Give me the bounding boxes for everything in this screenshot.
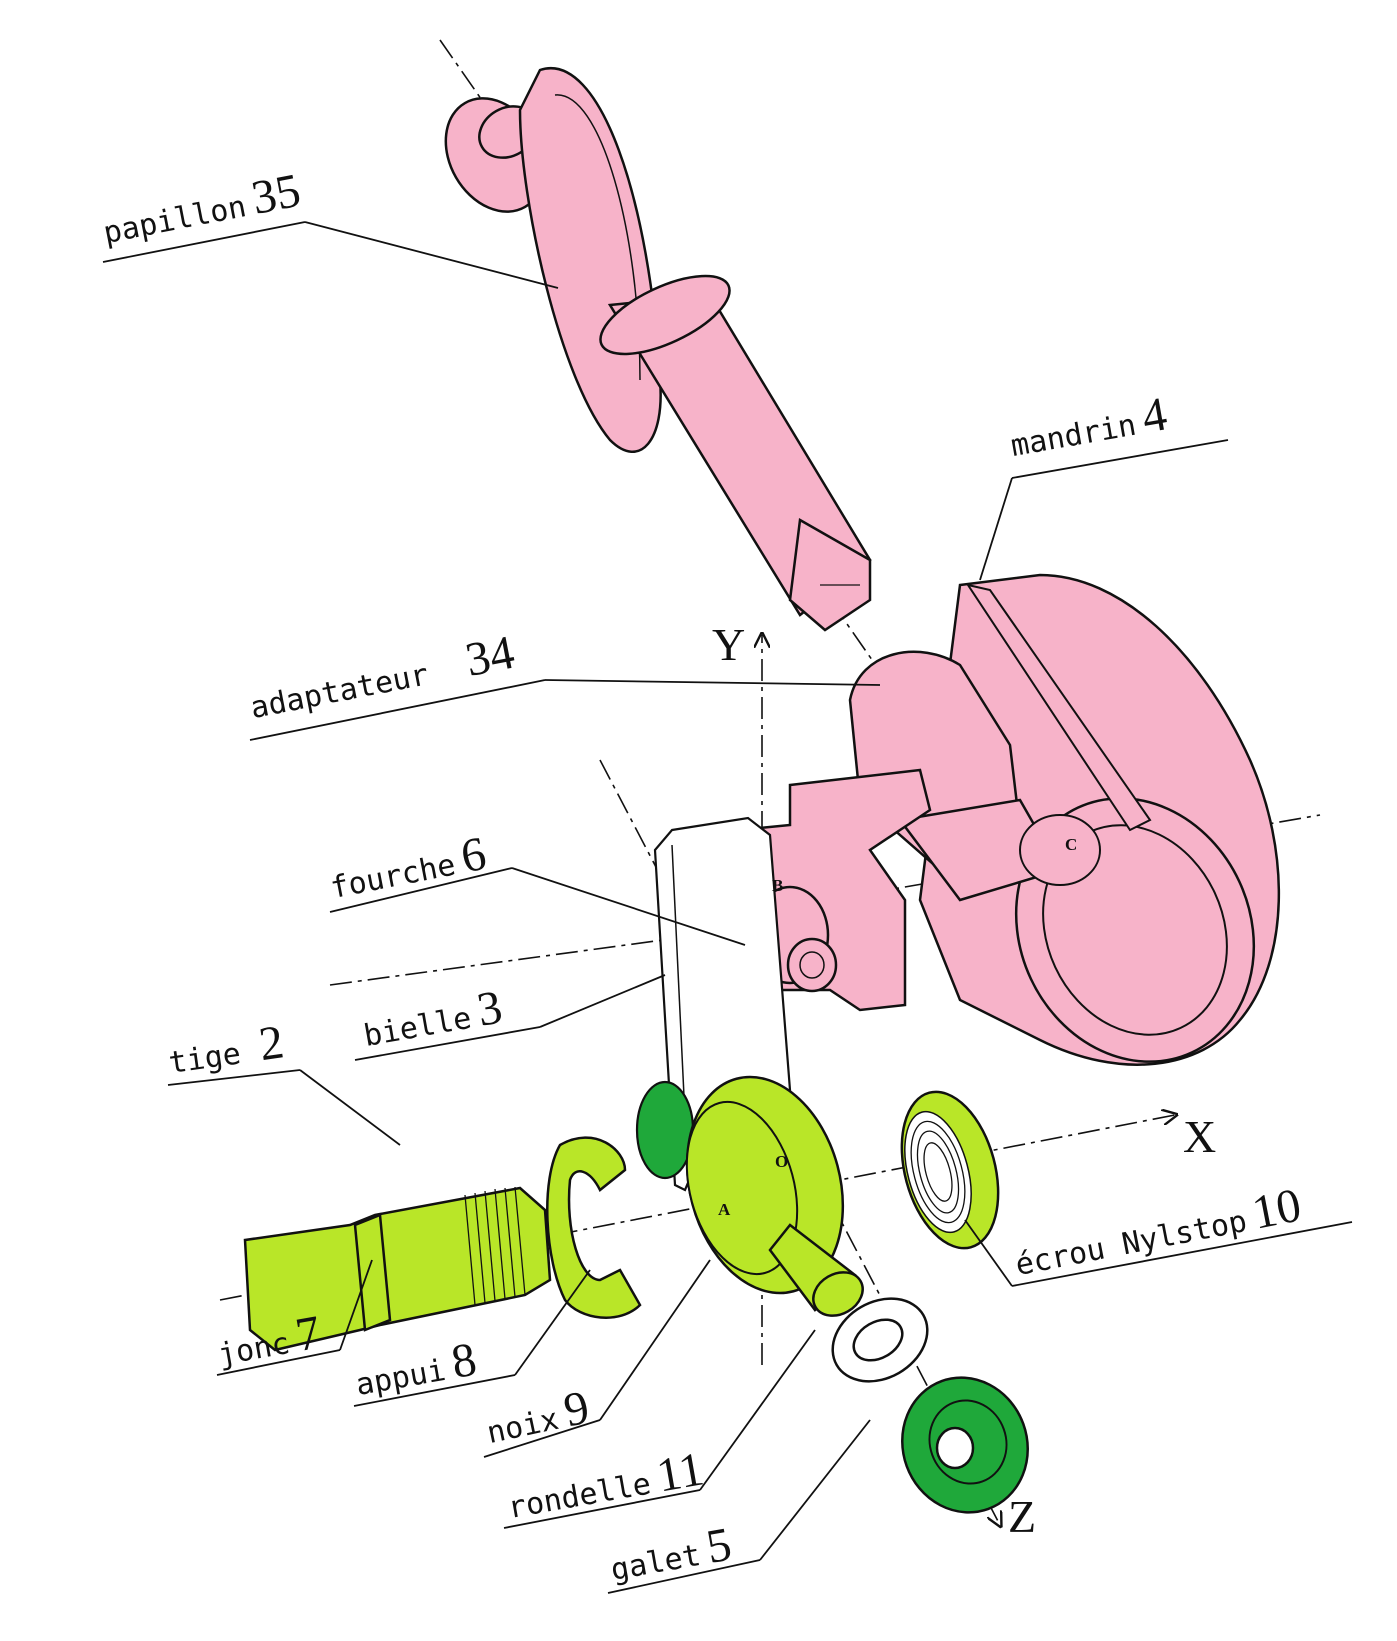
- label-ecrou-num: 10: [1248, 1178, 1306, 1240]
- label-tige-word: tige: [166, 1036, 243, 1082]
- galet-rear: [635, 1080, 695, 1180]
- rondelle-part: [831, 1297, 929, 1383]
- appui-part: [546, 1136, 642, 1319]
- fourche-centerline: [329, 934, 701, 986]
- point-b-label: B: [772, 876, 784, 895]
- galet-part: [901, 1376, 1029, 1514]
- label-papillon-num: 35: [247, 163, 305, 225]
- label-rondelle-num: 11: [652, 1442, 708, 1503]
- axis-y-label: Y: [712, 619, 746, 670]
- papillon-part: [444, 67, 872, 632]
- label-jonc-word: jonc: [215, 1326, 293, 1374]
- label-adaptateur-num: 34: [461, 625, 519, 687]
- ecrou-part: [900, 1090, 1000, 1250]
- tige-part: [243, 1186, 552, 1352]
- axis-z-label: Z: [1008, 1491, 1037, 1542]
- noix-part: [685, 1075, 864, 1317]
- point-o-label: O: [775, 1152, 789, 1171]
- point-a-label: A: [718, 1200, 731, 1219]
- leader-lines: [102, 221, 1353, 1594]
- axis-x-label: X: [1183, 1111, 1217, 1162]
- point-c-label: C: [1065, 835, 1078, 854]
